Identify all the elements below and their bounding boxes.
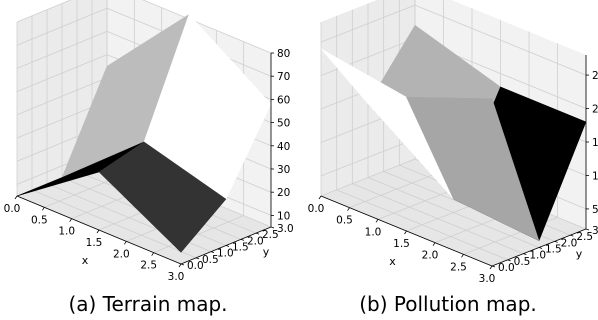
z-tick-label: 50 [277,118,290,130]
y-tick-mark [270,226,275,229]
wall-gridline [320,138,416,177]
y-tick-label: 2.0 [247,235,264,247]
x-tick-label: 3.0 [168,271,185,283]
y-axis-label: y [576,248,583,261]
z-tick-label: 60 [277,94,290,106]
y-tick-mark [240,238,245,241]
x-tick-mark [14,195,18,200]
z-tick-label: 40 [277,141,290,153]
x-tick-label: 1.5 [393,238,410,250]
z-tick-label: 10 [592,170,598,182]
z-tick-label: 20 [277,187,290,199]
y-tick-mark [210,251,215,254]
x-tick-mark [178,263,182,268]
x-tick-mark [69,218,72,222]
y-tick-mark [538,247,543,249]
y-tick-mark [523,253,527,256]
x-tick-mark [432,242,436,246]
wall-gridline [320,38,416,76]
y-tick-mark [570,234,574,237]
wall-gridline [414,4,587,76]
z-tick-label: 80 [277,48,290,60]
wall-gridline [16,31,108,69]
z-tick-label: 15 [592,137,598,149]
x-tick-label: 1.0 [58,226,75,238]
x-tick-mark [404,230,407,235]
wall-gridline [16,77,108,116]
y-tick-label: 1.0 [217,248,234,260]
x-tick-label: 0.5 [31,214,48,226]
x-tick-label: 1.5 [86,237,103,249]
x-tick-mark [489,265,493,270]
floor-gridline [31,189,197,259]
x-axis-label: x [82,254,89,267]
x-tick-label: 3.0 [479,273,496,285]
x-tick-mark [151,252,154,256]
y-tick-mark [225,245,230,247]
y-tick-mark [255,232,260,235]
y-tick-label: 1.5 [545,244,562,256]
x-tick-label: 2.0 [113,248,130,260]
y-tick-mark [180,263,185,266]
y-tick-label: 2.5 [262,229,279,241]
y-tick-mark [195,257,200,260]
y-tick-label: 3.0 [592,225,598,237]
wall-gridline [16,7,108,46]
y-tick-label: 0.5 [514,256,531,268]
x-tick-label: 2.0 [422,250,439,262]
x-tick-label: 0.5 [336,215,353,227]
y-tick-mark [491,265,496,268]
y-axis-label: y [263,246,270,259]
x-tick-label: 2.5 [450,261,467,273]
wall-gridline [16,0,72,23]
z-tick-label: 30 [277,164,290,176]
floor-gridline [352,183,524,255]
x-tick-mark [318,195,322,200]
x-tick-label: 0.0 [4,203,21,215]
x-tick-label: 0.0 [308,203,325,215]
z-tick-label: 5 [592,204,598,216]
x-tick-mark [124,241,127,245]
x-tick-mark [461,254,464,258]
y-tick-label: 3.0 [277,223,294,235]
x-tick-label: 2.5 [140,260,157,272]
y-tick-mark [585,228,590,231]
x-tick-label: 1.0 [365,226,382,238]
y-tick-mark [554,240,558,243]
floor-gridline [367,177,540,248]
y-tick-mark [507,259,511,262]
x-axis-label: x [389,255,396,268]
z-tick-label: 20 [592,104,598,116]
x-tick-mark [347,207,350,211]
pollution-map-plot: 0.00.51.01.52.02.53.00.00.51.01.52.02.53… [308,0,598,316]
floor-gridline [336,189,508,261]
y-tick-label: 1.0 [529,250,546,262]
surface-patch [406,96,540,242]
y-tick-label: 2.0 [561,237,578,249]
y-tick-label: 0.0 [498,262,515,274]
x-tick-mark [42,207,45,211]
y-tick-label: 2.5 [576,231,593,243]
wall-gridline [16,54,108,92]
x-tick-mark [375,219,379,223]
y-tick-label: 0.5 [202,254,219,266]
caption: (b) Pollution map. [359,292,537,316]
z-tick-label: 10 [277,210,290,222]
y-tick-label: 0.0 [187,260,204,272]
y-tick-label: 1.5 [232,242,249,254]
wall-gridline [320,4,416,43]
caption: (a) Terrain map. [68,292,227,316]
z-tick-label: 70 [277,71,290,83]
z-tick-label: 25 [592,70,598,82]
terrain-map-plot: 0.00.51.01.52.02.53.00.00.51.01.52.02.53… [4,0,294,316]
x-tick-mark [96,229,100,234]
surface-patch [98,141,227,253]
